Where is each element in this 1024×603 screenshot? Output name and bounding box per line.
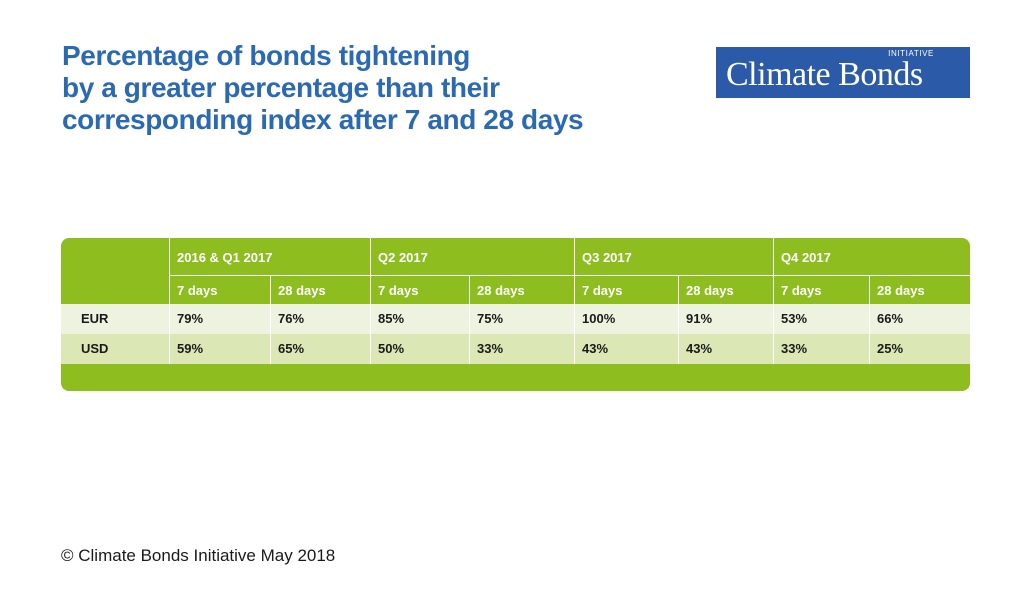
group-header-4: Q4 2017 (773, 238, 970, 275)
cell-eur-4: 75% (469, 304, 574, 334)
table-row-bg-usd (61, 334, 970, 364)
climate-bonds-logo: INITIATIVE Climate Bonds (716, 47, 970, 98)
row-label-usd: USD (81, 341, 109, 356)
subheader-7: 7 days (773, 275, 869, 304)
cell-usd-7: 33% (773, 334, 869, 364)
cell-eur-8: 66% (869, 304, 970, 334)
chart-title: Percentage of bonds tightening by a grea… (62, 40, 682, 136)
table-row-bg-eur (61, 304, 970, 334)
subheader-4: 28 days (469, 275, 574, 304)
cell-usd-4: 33% (469, 334, 574, 364)
copyright-footer: © Climate Bonds Initiative May 2018 (61, 546, 336, 565)
subheader-2: 28 days (270, 275, 370, 304)
cell-usd-2: 65% (270, 334, 370, 364)
cell-usd-3: 50% (370, 334, 469, 364)
cell-usd-8: 25% (869, 334, 970, 364)
data-table: 2016 & Q1 2017 Q2 2017 Q3 2017 Q4 2017 7 day… (61, 238, 970, 391)
cell-eur-2: 76% (270, 304, 370, 334)
title-line-1: Percentage of bonds tightening (62, 40, 471, 71)
subheader-8: 28 days (869, 275, 970, 304)
logo-tagline: INITIATIVE (888, 49, 934, 58)
logo-wordmark: Climate Bonds (726, 56, 923, 93)
title-line-3: corresponding index after 7 and 28 days (62, 104, 584, 135)
subheader-6: 28 days (678, 275, 773, 304)
group-header-2: Q2 2017 (370, 238, 574, 275)
cell-eur-6: 91% (678, 304, 773, 334)
subheader-5: 7 days (574, 275, 678, 304)
group-header-3: Q3 2017 (574, 238, 773, 275)
cell-eur-5: 100% (574, 304, 678, 334)
cell-usd-6: 43% (678, 334, 773, 364)
cell-eur-3: 85% (370, 304, 469, 334)
cell-usd-5: 43% (574, 334, 678, 364)
group-header-1: 2016 & Q1 2017 (169, 238, 370, 275)
cell-usd-1: 59% (169, 334, 270, 364)
subheader-3: 7 days (370, 275, 469, 304)
subheader-1: 7 days (169, 275, 270, 304)
row-label-eur: EUR (81, 311, 109, 326)
cell-eur-7: 53% (773, 304, 869, 334)
cell-eur-1: 79% (169, 304, 270, 334)
title-line-2: by a greater percentage than their (62, 72, 500, 103)
